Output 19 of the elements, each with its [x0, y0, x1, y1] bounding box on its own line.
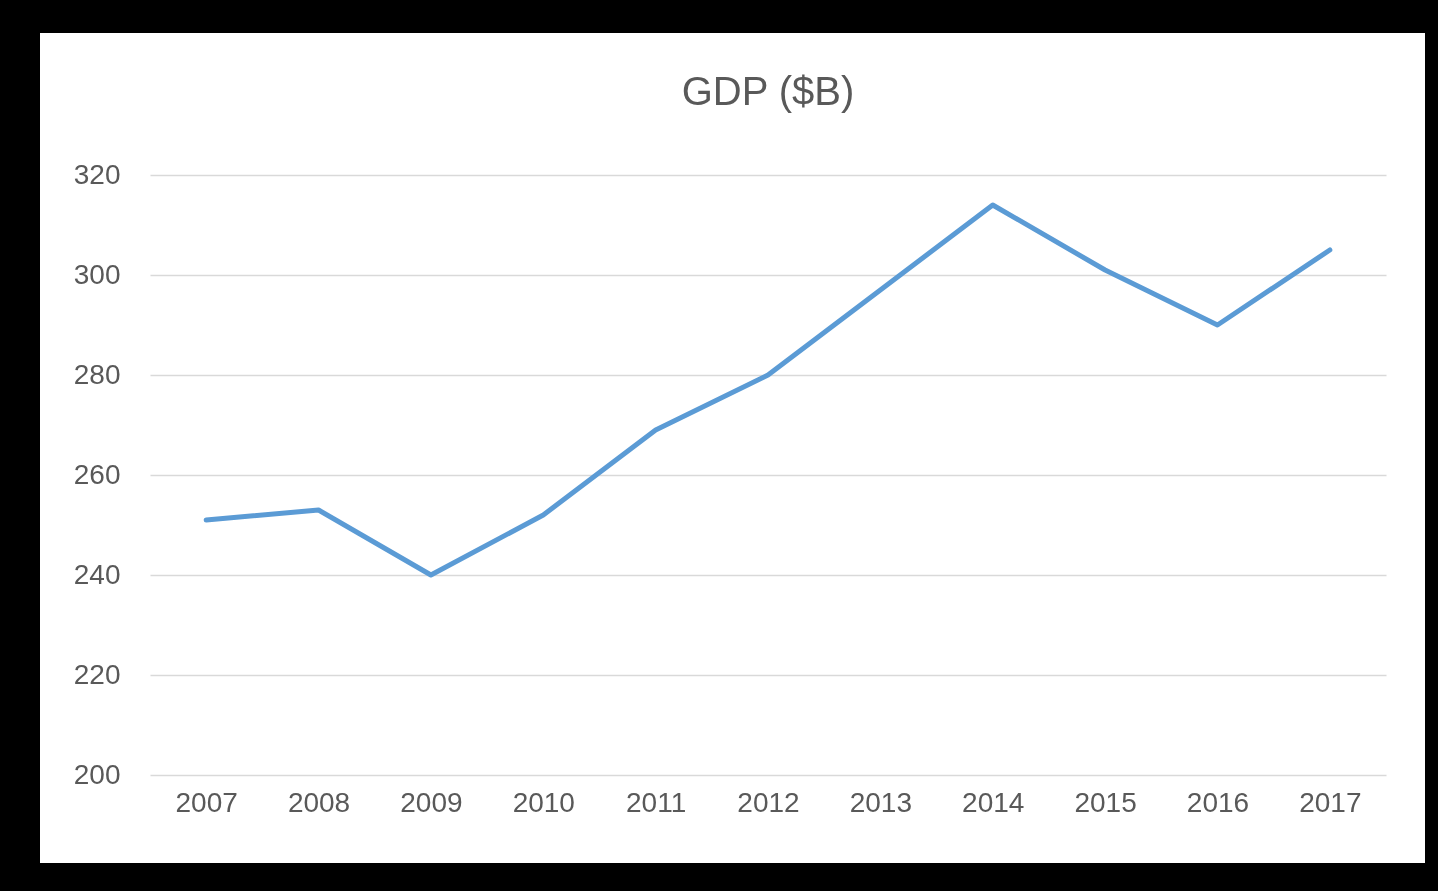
x-tick-label: 2007 [175, 786, 238, 818]
x-tick-label: 2009 [400, 786, 463, 818]
x-tick-label: 2012 [737, 786, 800, 818]
x-tick-label: 2010 [512, 786, 575, 818]
x-tick-label: 2013 [849, 786, 913, 818]
x-tick-label: 2017 [1299, 786, 1362, 818]
x-tick-label: 2014 [962, 786, 1025, 818]
y-tick-label: 240 [73, 558, 121, 590]
y-tick-label: 220 [73, 658, 121, 690]
chart-title: GDP ($B) [681, 69, 855, 113]
y-tick-label: 200 [73, 758, 121, 790]
y-tick-label: 280 [73, 358, 121, 390]
y-tick-label: 300 [73, 258, 121, 290]
y-tick-label: 260 [73, 458, 121, 490]
x-tick-label: 2015 [1074, 786, 1137, 818]
x-tick-label: 2016 [1186, 786, 1250, 818]
y-tick-label: 320 [73, 158, 121, 190]
x-tick-label: 2011 [626, 786, 687, 818]
x-tick-label: 2008 [287, 786, 351, 818]
